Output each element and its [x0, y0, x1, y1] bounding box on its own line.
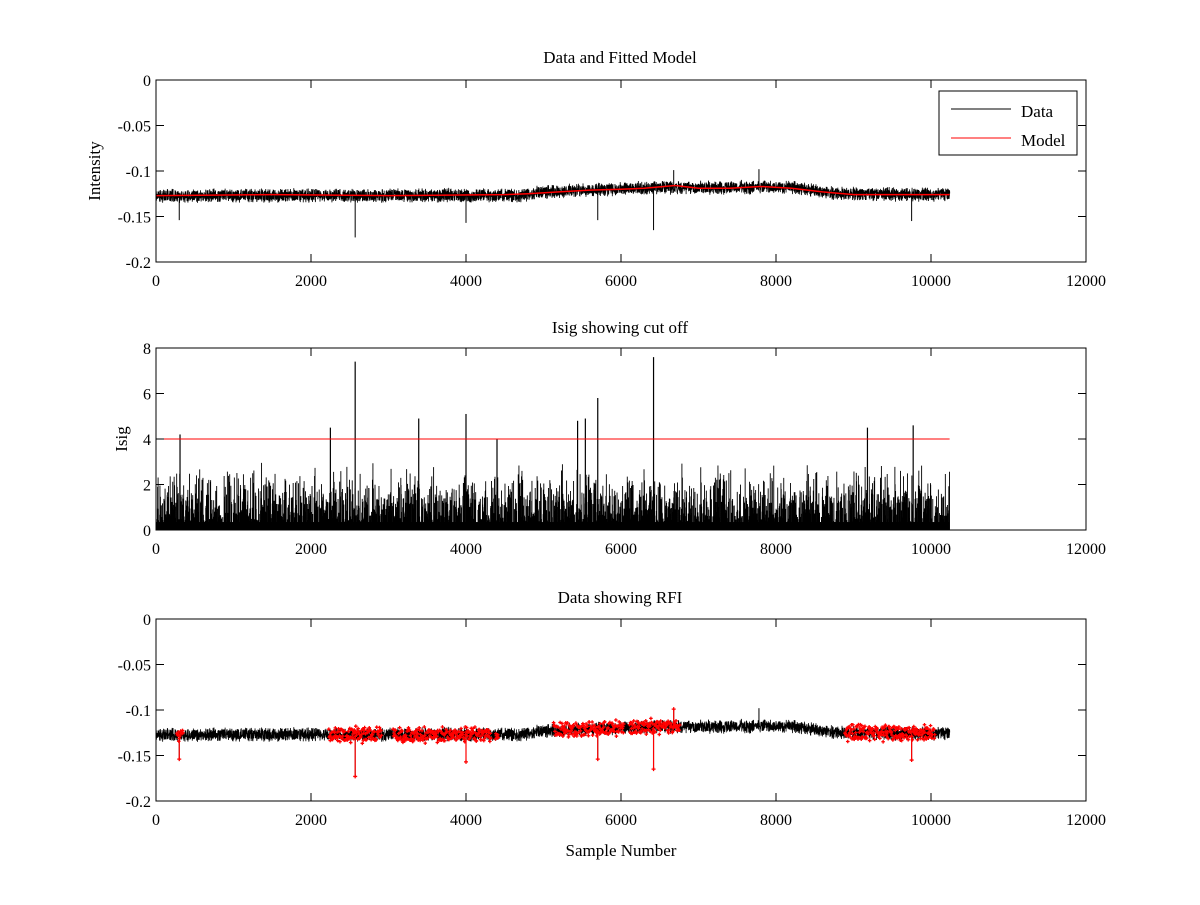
x-tick-label: 10000 — [911, 541, 951, 558]
x-tick-labels: 0 2000 4000 6000 8000 10000 12000 — [152, 273, 1106, 290]
chart-title: Data and Fitted Model — [543, 48, 697, 67]
y-tick-labels: 0 2 4 6 8 — [143, 341, 151, 540]
plot-area — [156, 619, 1086, 801]
plot-area — [156, 80, 1086, 262]
legend: Data Model — [938, 90, 1078, 156]
model-series — [155, 184, 950, 197]
y-axis-label: Isig — [112, 426, 131, 452]
x-tick-label: 2000 — [295, 541, 327, 558]
y-tick-label: -0.05 — [118, 658, 151, 675]
rfi-marker-group — [391, 725, 493, 745]
y-tick-label: -0.1 — [126, 703, 151, 720]
y-tick-label: -0.1 — [126, 164, 151, 181]
x-tick-label: 12000 — [1066, 541, 1106, 558]
rfi-marker — [909, 758, 914, 763]
x-tick-label: 8000 — [760, 273, 792, 290]
data-trace — [155, 718, 951, 742]
legend-label-model: Model — [1021, 131, 1066, 150]
y-tick-label: -0.15 — [118, 749, 151, 766]
x-tick-label: 4000 — [450, 812, 482, 829]
y-tick-labels: 0 -0.05 -0.1 -0.15 -0.2 — [118, 73, 151, 272]
rfi-marker — [177, 757, 182, 762]
rfi-marker — [651, 767, 656, 772]
rfi-marker-group — [327, 724, 384, 746]
rfi-marker-group — [493, 731, 501, 741]
x-tick-labels: 0 2000 4000 6000 8000 10000 12000 — [152, 541, 1106, 558]
chart-title: Isig showing cut off — [552, 318, 688, 337]
rfi-marker-group — [551, 718, 626, 739]
y-tick-label: -0.05 — [118, 119, 151, 136]
y-tick-label: 0 — [143, 73, 151, 90]
rfi-marker — [353, 774, 358, 779]
model-line — [155, 184, 950, 197]
y-axis-label: Intensity — [85, 141, 104, 201]
panel-data-and-fitted-model: Data and Fitted Model 0 2000 4000 6000 8… — [85, 48, 1106, 290]
x-tick-label: 8000 — [760, 812, 792, 829]
x-tick-label: 6000 — [605, 541, 637, 558]
y-tick-label: 4 — [143, 432, 151, 449]
plot-frame — [155, 347, 1087, 531]
x-tick-label: 0 — [152, 812, 160, 829]
y-tick-label: -0.2 — [126, 255, 151, 272]
x-tick-label: 6000 — [605, 273, 637, 290]
rfi-markers — [175, 707, 937, 779]
data-series — [155, 169, 951, 238]
x-tick-label: 12000 — [1066, 273, 1106, 290]
y-tick-label: 6 — [143, 387, 151, 404]
y-tick-labels: 0 -0.05 -0.1 -0.15 -0.2 — [118, 612, 151, 811]
y-tick-label: 8 — [143, 341, 151, 358]
isig-floor — [156, 522, 950, 530]
panel-isig-showing-cut-off: Isig showing cut off 0 2000 4000 6000 80… — [112, 318, 1106, 558]
x-tick-label: 2000 — [295, 273, 327, 290]
y-tick-label: -0.15 — [118, 210, 151, 227]
y-tick-label: -0.2 — [126, 794, 151, 811]
isig-series — [155, 357, 950, 530]
x-tick-label: 10000 — [911, 273, 951, 290]
x-tick-label: 6000 — [605, 812, 637, 829]
x-tick-label: 4000 — [450, 541, 482, 558]
y-tick-label: 0 — [143, 612, 151, 629]
panel-data-showing-rfi: Data showing RFI 0 2000 4000 6000 8000 1… — [118, 588, 1106, 860]
rfi-marker — [671, 707, 676, 712]
rfi-marker — [595, 757, 600, 762]
legend-label-data: Data — [1021, 102, 1054, 121]
plot-frame — [155, 79, 1087, 263]
rfi-marker-group — [843, 722, 937, 744]
x-tick-label: 12000 — [1066, 812, 1106, 829]
rfi-marker-group — [627, 716, 682, 737]
data-trace — [155, 179, 951, 203]
x-tick-label: 8000 — [760, 541, 792, 558]
y-tick-label: 2 — [143, 478, 151, 495]
x-tick-label: 2000 — [295, 812, 327, 829]
x-tick-label: 10000 — [911, 812, 951, 829]
y-tick-label: 0 — [143, 523, 151, 540]
chart-title: Data showing RFI — [558, 588, 683, 607]
legend-box — [938, 90, 1078, 156]
x-axis-label: Sample Number — [566, 841, 677, 860]
x-tick-labels: 0 2000 4000 6000 8000 10000 12000 — [152, 812, 1106, 829]
rfi-marker — [464, 759, 468, 764]
x-tick-label: 4000 — [450, 273, 482, 290]
x-tick-label: 0 — [152, 541, 160, 558]
x-tick-label: 0 — [152, 273, 160, 290]
plot-frame — [155, 618, 1087, 802]
